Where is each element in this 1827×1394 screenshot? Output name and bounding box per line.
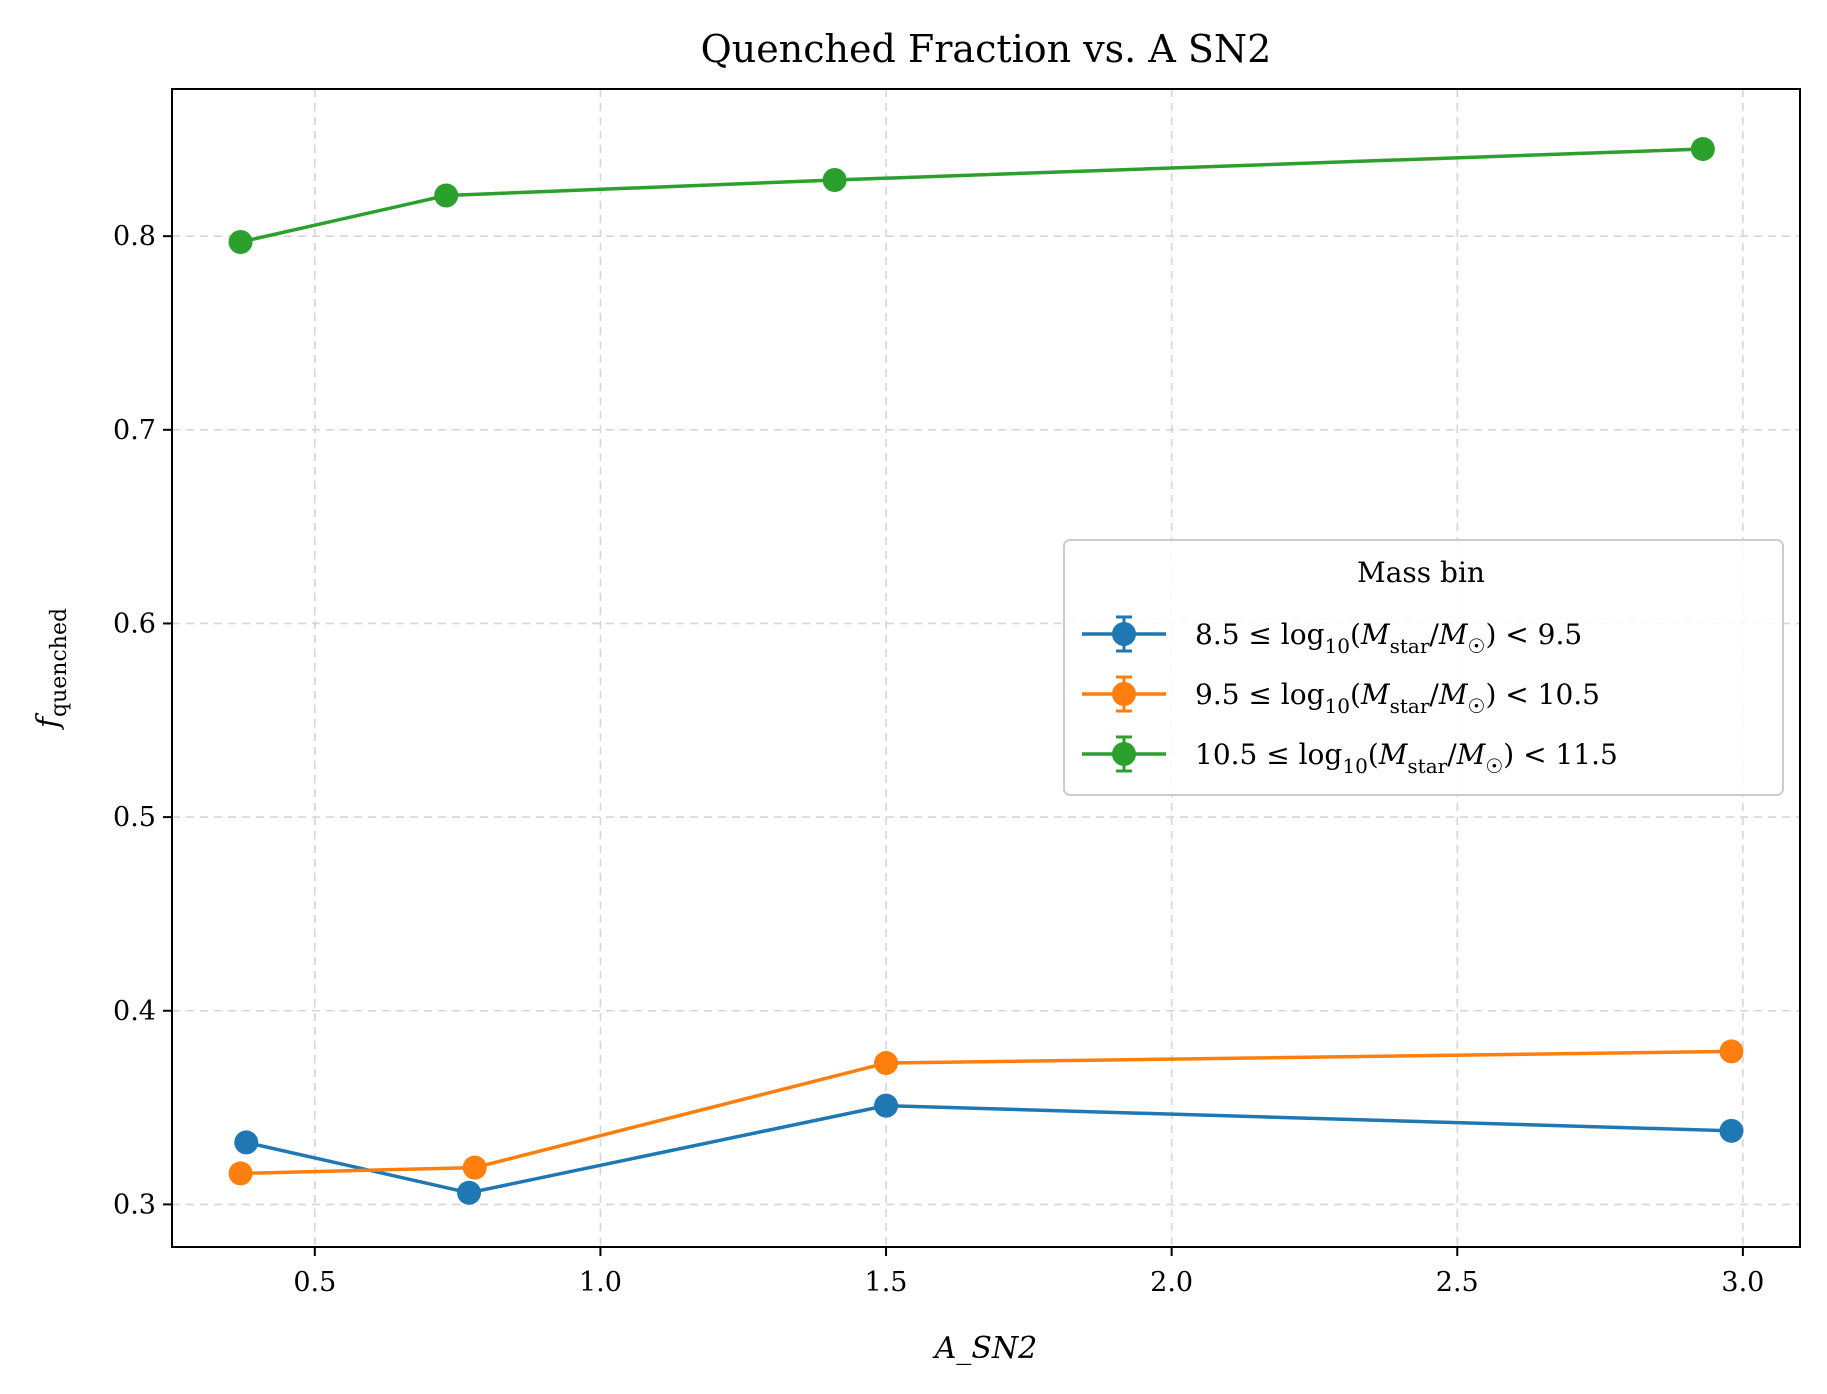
series-0 — [234, 1093, 1744, 1205]
y-tick-label-0: 0.3 — [113, 1189, 156, 1220]
legend-entry-0: 8.5 ≤ log10(Mstar/M☉) < 9.5 — [1082, 615, 1582, 658]
series-1 — [228, 1039, 1744, 1186]
series-0-line — [245, 1103, 1732, 1195]
chart-title: Quenched Fraction vs. A SN2 — [701, 27, 1272, 71]
series-1-point-1 — [462, 1155, 487, 1180]
legend-marker-0 — [1112, 622, 1136, 646]
x-tick-label-0: 0.5 — [293, 1267, 336, 1298]
series-1-point-2 — [874, 1051, 899, 1076]
legend-label-close-2: ) < — [1503, 738, 1555, 771]
x-tick-label-3: 2.0 — [1150, 1267, 1193, 1298]
legend-label-slash-2: / — [1447, 738, 1457, 771]
series-layer — [228, 137, 1744, 1205]
legend-title: Mass bin — [1357, 556, 1485, 589]
legend-marker-1 — [1112, 682, 1136, 706]
legend-label-paren-2: ( — [1368, 738, 1379, 771]
plot-frame — [171, 88, 1801, 1248]
legend-label-m2-2: M — [1456, 738, 1487, 771]
x-tick-label-5: 3.0 — [1721, 1267, 1764, 1298]
legend-label-hi-1: 10.5 — [1538, 678, 1600, 711]
series-0-point-1 — [457, 1180, 482, 1205]
legend-label-hi-2: 11.5 — [1555, 738, 1617, 771]
legend-label-op-0: ≤ log — [1240, 618, 1325, 651]
series-1-line — [240, 1049, 1732, 1176]
legend-label-close-0: ) < — [1485, 618, 1537, 651]
legend-label-lo-1: 9.5 — [1195, 678, 1240, 711]
legend-label-0: 8.5 ≤ log10(Mstar/M☉) < 9.5 — [1195, 618, 1582, 658]
legend-label-substar-1: star — [1390, 694, 1430, 718]
series-0-point-0 — [234, 1130, 259, 1155]
series-0-point-2 — [874, 1093, 899, 1118]
legend-entries: 8.5 ≤ log10(Mstar/M☉) < 9.59.5 ≤ log10(M… — [1082, 615, 1618, 778]
legend-label-slash-1: / — [1429, 678, 1439, 711]
x-axis-label: A_SN2 — [932, 1331, 1038, 1366]
series-2 — [228, 137, 1715, 254]
legend-label-sun-2: ☉ — [1485, 754, 1503, 778]
legend-label-2: 10.5 ≤ log10(Mstar/M☉) < 11.5 — [1195, 738, 1618, 778]
y-tick-label-4: 0.7 — [113, 415, 156, 446]
series-1-point-0 — [228, 1161, 253, 1186]
legend-label-op-1: ≤ log — [1240, 678, 1325, 711]
legend-entry-2: 10.5 ≤ log10(Mstar/M☉) < 11.5 — [1082, 735, 1618, 778]
y-tick-label-5: 0.8 — [113, 221, 156, 252]
series-1-point-3 — [1719, 1039, 1744, 1064]
legend-label-substar-2: star — [1407, 754, 1447, 778]
legend-label-lo-0: 8.5 — [1195, 618, 1240, 651]
legend-label-hi-0: 9.5 — [1538, 618, 1583, 651]
legend-label-substar-0: star — [1390, 634, 1430, 658]
y-axis-label-sub: quenched — [47, 608, 72, 717]
legend-entry-1: 9.5 ≤ log10(Mstar/M☉) < 10.5 — [1082, 675, 1600, 718]
legend-label-close-1: ) < — [1485, 678, 1537, 711]
x-tick-label-2: 1.5 — [865, 1267, 908, 1298]
legend-label-m1-2: M — [1378, 738, 1409, 771]
series-2-point-1 — [434, 183, 459, 208]
x-tick-label-4: 2.5 — [1436, 1267, 1479, 1298]
legend-label-m1-1: M — [1360, 678, 1391, 711]
legend: Mass bin 8.5 ≤ log10(Mstar/M☉) < 9.59.5 … — [1063, 539, 1784, 796]
legend-label-op-2: ≤ log — [1257, 738, 1342, 771]
legend-marker-2 — [1112, 742, 1136, 766]
legend-box — [1063, 539, 1784, 796]
legend-label-m1-0: M — [1360, 618, 1391, 651]
legend-label-1: 9.5 ≤ log10(Mstar/M☉) < 10.5 — [1195, 678, 1600, 718]
y-tick-label-1: 0.4 — [113, 996, 156, 1027]
legend-label-paren-1: ( — [1350, 678, 1361, 711]
x-axis-ticks: 0.5 1.0 1.5 2.0 2.5 3.0 — [293, 1247, 1764, 1298]
legend-label-m2-1: M — [1438, 678, 1469, 711]
legend-label-sun-0: ☉ — [1468, 634, 1486, 658]
y-tick-label-2: 0.5 — [113, 802, 156, 833]
legend-label-paren-0: ( — [1350, 618, 1361, 651]
y-tick-label-3: 0.6 — [113, 608, 156, 639]
legend-label-sub10-1: 10 — [1325, 694, 1350, 718]
series-2-point-2 — [822, 168, 847, 193]
legend-label-slash-0: / — [1429, 618, 1439, 651]
legend-label-sub10-0: 10 — [1325, 634, 1350, 658]
series-2-point-3 — [1690, 137, 1715, 162]
legend-label-lo-2: 10.5 — [1195, 738, 1257, 771]
legend-label-m2-0: M — [1438, 618, 1469, 651]
legend-label-sun-1: ☉ — [1468, 694, 1486, 718]
y-axis-ticks: 0.3 0.4 0.5 0.6 0.7 0.8 — [113, 221, 172, 1220]
series-0-point-3 — [1719, 1118, 1744, 1143]
series-2-point-0 — [228, 229, 253, 254]
legend-label-sub10-2: 10 — [1342, 754, 1367, 778]
x-tick-label-1: 1.0 — [579, 1267, 622, 1298]
series-2-line — [240, 147, 1703, 244]
